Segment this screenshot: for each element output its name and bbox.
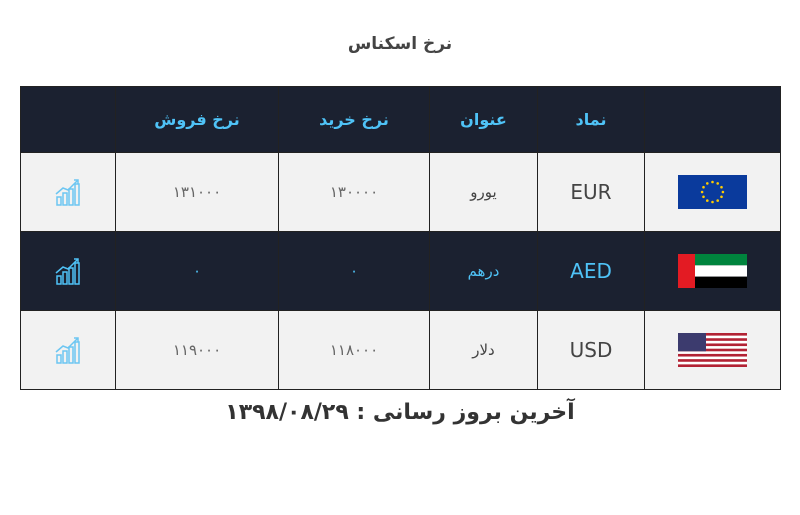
currency-name: دلار [429, 310, 538, 390]
table-row: EUR یورو ۱۳۰۰۰۰ ۱۳۱۰۰۰ [20, 152, 781, 232]
currency-name: یورو [429, 152, 538, 232]
buy-rate: ۱۱۸۰۰۰ [278, 310, 430, 390]
buy-rate: ۱۳۰۰۰۰ [278, 152, 430, 232]
sell-rate: ۰ [115, 231, 279, 311]
uae-flag [678, 254, 747, 288]
header-cell: عنوان [429, 86, 538, 153]
table-row: AED درهم ۰ ۰ [20, 231, 781, 311]
sell-rate: ۱۳۱۰۰۰ [115, 152, 279, 232]
chart-cell[interactable] [20, 231, 116, 311]
sell-rate: ۱۱۹۰۰۰ [115, 310, 279, 390]
header-row: نماد عنوان نرخ خرید نرخ فروش [20, 86, 781, 153]
chart-icon[interactable] [54, 335, 82, 365]
chart-cell[interactable] [20, 310, 116, 390]
flag-cell [644, 231, 781, 311]
us-flag [678, 333, 747, 367]
page-title: نرخ اسکناس [347, 34, 453, 54]
last-update: آخرین بروز رسانی : ۱۳۹۸/۰۸/۲۹ [225, 400, 575, 425]
chart-icon[interactable] [54, 177, 82, 207]
symbol: AED [537, 231, 645, 311]
header-cell: نماد [537, 86, 645, 153]
header-cell [644, 86, 781, 153]
chart-cell[interactable] [20, 152, 116, 232]
eu-flag [678, 175, 747, 209]
header-cell: نرخ خرید [278, 86, 430, 153]
currency-name: درهم [429, 231, 538, 311]
header-cell: نرخ فروش [115, 86, 279, 153]
symbol: EUR [537, 152, 645, 232]
flag-cell [644, 152, 781, 232]
header-cell [20, 86, 116, 153]
table-row: USD دلار ۱۱۸۰۰۰ ۱۱۹۰۰۰ [20, 310, 781, 390]
flag-cell [644, 310, 781, 390]
chart-icon[interactable] [54, 256, 82, 286]
rates-table: نماد عنوان نرخ خرید نرخ فروش EUR یورو ۱۳… [20, 86, 781, 390]
buy-rate: ۰ [278, 231, 430, 311]
symbol: USD [537, 310, 645, 390]
